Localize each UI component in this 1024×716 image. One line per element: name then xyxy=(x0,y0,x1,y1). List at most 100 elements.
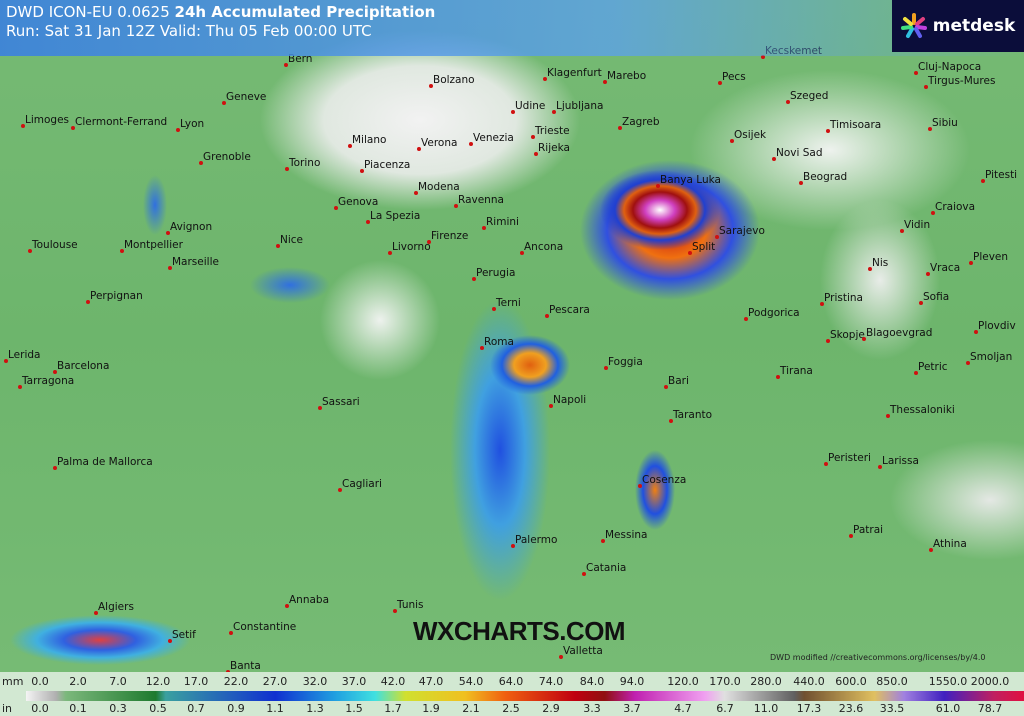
legend-mm-value: 120.0 xyxy=(667,675,699,688)
city-label: Trieste xyxy=(531,125,570,139)
city-label: Petric xyxy=(914,361,948,375)
legend-in-value: 1.7 xyxy=(384,702,402,715)
city-label: Venezia xyxy=(469,132,514,146)
city-label: Bolzano xyxy=(429,74,475,88)
credit-text: DWD modified //creativecommons.org/licen… xyxy=(770,653,986,662)
legend-in-value: 0.7 xyxy=(187,702,205,715)
city-label: Bari xyxy=(664,375,689,389)
city-label: Tirana xyxy=(776,365,813,379)
legend-in-value: 1.3 xyxy=(306,702,324,715)
legend-mm-value: 54.0 xyxy=(458,675,484,688)
legend-color-bar xyxy=(26,691,1024,701)
city-label: Novi Sad xyxy=(772,147,823,161)
legend-mm-value: 84.0 xyxy=(579,675,605,688)
city-label: Milano xyxy=(347,134,387,148)
city-label: Palermo xyxy=(510,534,558,548)
legend-mm-value: 37.0 xyxy=(341,675,367,688)
legend-in-value: 1.1 xyxy=(266,702,284,715)
city-label: Athina xyxy=(929,538,967,552)
city-label: Pristina xyxy=(820,292,863,306)
city-label: Perugia xyxy=(471,267,516,281)
city-label: Valletta xyxy=(559,645,603,659)
city-label: Craiova xyxy=(930,201,976,215)
legend-mm-value: 2.0 xyxy=(69,675,87,688)
legend-in-value: 0.1 xyxy=(69,702,87,715)
city-label: Zagreb xyxy=(618,116,660,130)
city-label: Napoli xyxy=(548,394,587,408)
city-label: Modena xyxy=(414,181,460,195)
legend-mm-value: 2000.0 xyxy=(970,675,1010,688)
map-title: DWD ICON-EU 0.0625 24h Accumulated Preci… xyxy=(6,3,435,41)
run-valid-line: Run: Sat 31 Jan 12Z Valid: Thu 05 Feb 00… xyxy=(6,22,372,40)
city-label: Constantine xyxy=(228,621,297,635)
legend-in-value: 33.5 xyxy=(879,702,905,715)
city-label: Annaba xyxy=(284,594,330,608)
watermark: WXCHARTS.COM xyxy=(413,616,626,646)
city-label: Pleven xyxy=(968,251,1009,265)
legend-in-value: 2.5 xyxy=(502,702,520,715)
header: DWD ICON-EU 0.0625 24h Accumulated Preci… xyxy=(0,0,1024,56)
legend-mm-value: 64.0 xyxy=(498,675,524,688)
city-label: Terni xyxy=(492,297,521,311)
legend-in-value: 11.0 xyxy=(753,702,779,715)
city-label: Klagenfurt xyxy=(543,67,602,81)
city-label: Cagliari xyxy=(338,478,382,492)
city-label: Piacenza xyxy=(359,159,411,173)
city-label: Bern xyxy=(283,53,313,67)
city-label: Banta xyxy=(226,660,261,672)
city-label: Split xyxy=(687,241,716,255)
legend-in-value: 4.7 xyxy=(674,702,692,715)
legend-in-value: 2.1 xyxy=(462,702,480,715)
city-label: Skopje xyxy=(826,329,865,343)
in-unit-label: in xyxy=(2,702,13,715)
city-label: Lyon xyxy=(175,118,205,132)
city-label: Szeged xyxy=(785,90,829,104)
city-label: Podgorica xyxy=(744,307,800,321)
city-label: Roma xyxy=(480,336,514,350)
metdesk-logo: metdesk xyxy=(892,0,1024,52)
legend-in-value: 3.7 xyxy=(623,702,641,715)
city-label: Sarajevo xyxy=(715,225,765,239)
city-label: Catania xyxy=(581,562,627,576)
legend-in-value: 2.9 xyxy=(542,702,560,715)
legend-in-value: 1.9 xyxy=(422,702,440,715)
model-name: DWD ICON-EU 0.0625 xyxy=(6,3,170,21)
city-label: Limoges xyxy=(20,114,70,128)
city-label: Clermont-Ferrand xyxy=(70,116,168,130)
city-label: Tarragona xyxy=(17,375,75,389)
legend-in-value: 6.7 xyxy=(716,702,734,715)
city-label: Patrai xyxy=(848,524,884,538)
legend-in-value: 23.6 xyxy=(838,702,864,715)
city-label: Smoljan xyxy=(965,351,1013,365)
legend-mm-value: 1550.0 xyxy=(928,675,968,688)
city-label: Geneve xyxy=(221,91,267,105)
city-label: Taranto xyxy=(668,409,713,423)
city-label: Larissa xyxy=(878,455,919,469)
legend-mm-value: 22.0 xyxy=(223,675,249,688)
legend-mm-value: 27.0 xyxy=(262,675,288,688)
city-label: Marseille xyxy=(168,256,219,270)
city-label: Ravenna xyxy=(454,194,504,208)
city-label: Rimini xyxy=(482,216,519,230)
city-label: Barcelona xyxy=(52,360,110,374)
city-label: Pecs xyxy=(718,71,746,85)
city-label: Genova xyxy=(333,196,379,210)
city-label: Pitesti xyxy=(980,169,1018,183)
city-label: Banya Luka xyxy=(656,174,721,188)
city-label: Palma de Mallorca xyxy=(53,456,153,470)
city-label: Setif xyxy=(168,629,196,643)
city-label: Sibiu xyxy=(928,117,958,131)
legend-in-value: 0.9 xyxy=(227,702,245,715)
city-label: Avignon xyxy=(165,221,213,235)
city-label: Cluj-Napoca xyxy=(913,61,982,75)
legend-mm-value: 47.0 xyxy=(418,675,444,688)
city-label: Nice xyxy=(275,234,304,248)
city-label: Foggia xyxy=(604,356,643,370)
legend-mm-value: 850.0 xyxy=(876,675,908,688)
legend-in-value: 0.5 xyxy=(149,702,167,715)
city-label: Montpellier xyxy=(120,239,183,253)
asterisk-flower-icon xyxy=(900,13,927,38)
legend-mm-value: 0.0 xyxy=(31,675,49,688)
city-label: Tirgus-Mures xyxy=(923,75,996,89)
legend-mm-value: 440.0 xyxy=(793,675,825,688)
